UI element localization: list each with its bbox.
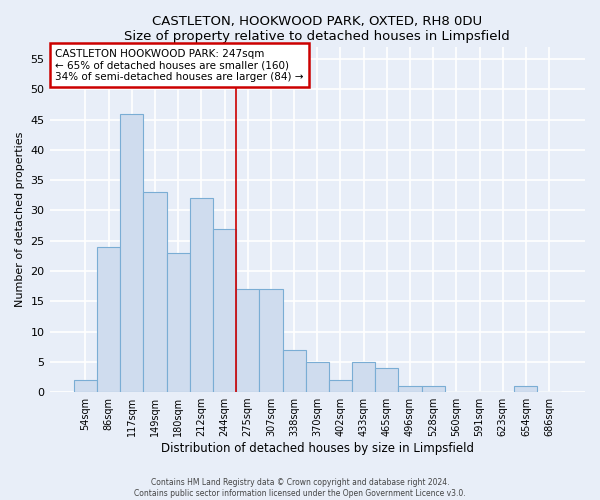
Bar xyxy=(329,380,352,392)
Bar xyxy=(167,253,190,392)
Bar xyxy=(375,368,398,392)
Text: CASTLETON HOOKWOOD PARK: 247sqm
← 65% of detached houses are smaller (160)
34% o: CASTLETON HOOKWOOD PARK: 247sqm ← 65% of… xyxy=(55,48,304,82)
Bar xyxy=(283,350,305,392)
X-axis label: Distribution of detached houses by size in Limpsfield: Distribution of detached houses by size … xyxy=(161,442,474,455)
Bar xyxy=(398,386,422,392)
Bar xyxy=(236,289,259,392)
Bar xyxy=(190,198,213,392)
Bar xyxy=(259,289,283,392)
Bar xyxy=(514,386,538,392)
Text: Contains HM Land Registry data © Crown copyright and database right 2024.
Contai: Contains HM Land Registry data © Crown c… xyxy=(134,478,466,498)
Y-axis label: Number of detached properties: Number of detached properties xyxy=(15,132,25,307)
Bar xyxy=(352,362,375,392)
Bar xyxy=(74,380,97,392)
Bar xyxy=(143,192,167,392)
Bar xyxy=(97,247,120,392)
Bar xyxy=(120,114,143,392)
Title: CASTLETON, HOOKWOOD PARK, OXTED, RH8 0DU
Size of property relative to detached h: CASTLETON, HOOKWOOD PARK, OXTED, RH8 0DU… xyxy=(124,15,510,43)
Bar xyxy=(305,362,329,392)
Bar xyxy=(213,228,236,392)
Bar xyxy=(422,386,445,392)
